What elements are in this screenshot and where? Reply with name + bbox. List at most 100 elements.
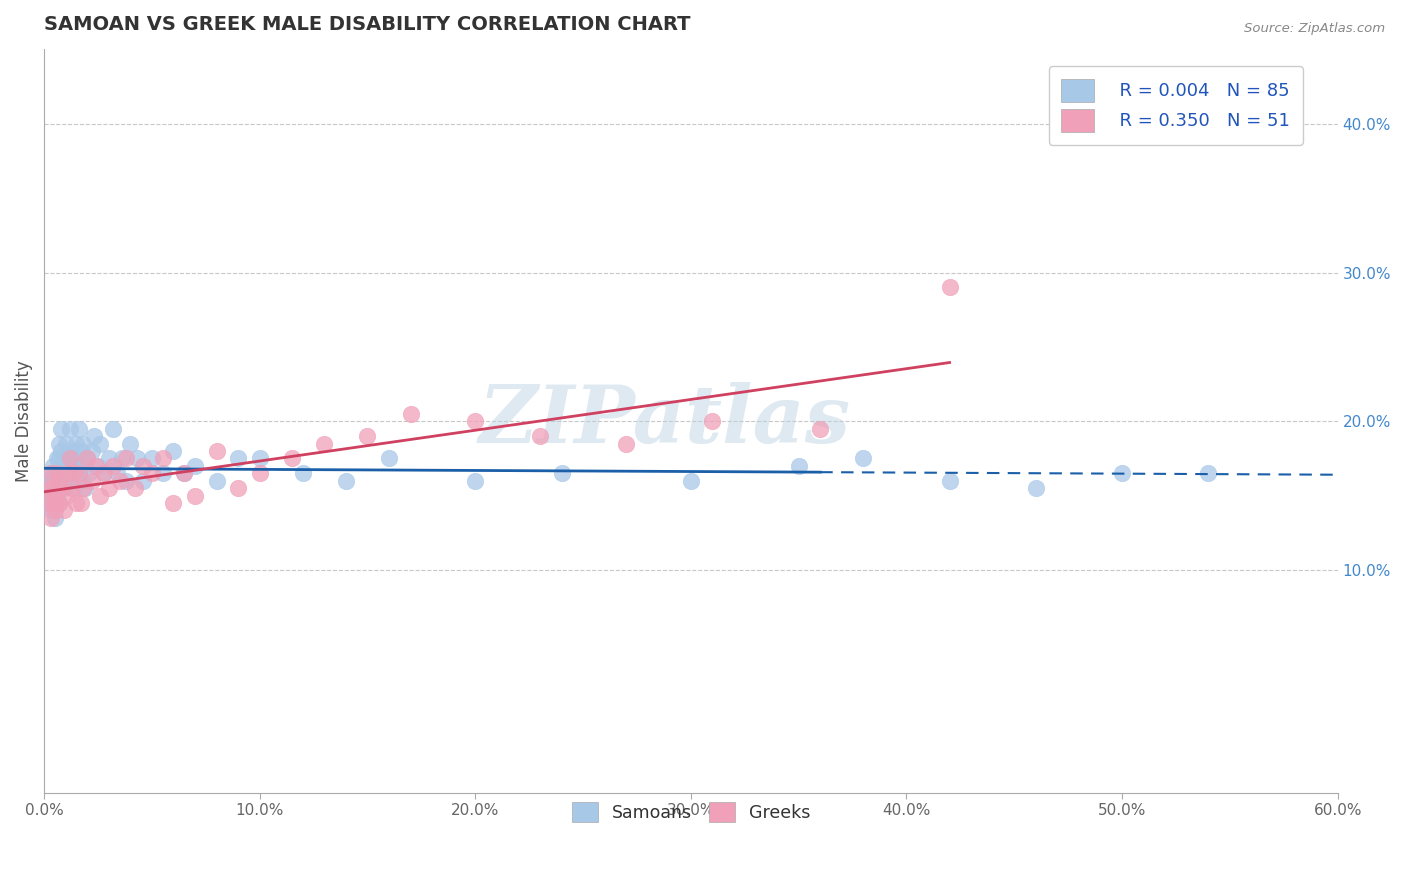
Point (42, 458, 65, 473)
Point (291, 467, 314, 481)
Point (464, 414, 486, 428)
Point (399, 407, 422, 421)
Point (529, 429, 551, 443)
Point (48, 467, 70, 481)
Point (59, 474, 82, 488)
Point (75, 481, 97, 495)
Point (37, 474, 59, 488)
Point (65, 436, 87, 450)
Point (314, 436, 336, 450)
Point (63, 481, 86, 495)
Point (335, 474, 357, 488)
Point (72, 458, 94, 473)
Point (65, 451, 87, 466)
Point (63, 444, 86, 458)
Point (59, 422, 82, 436)
Point (281, 451, 304, 466)
Point (55, 474, 77, 488)
Point (76, 451, 98, 466)
Point (93, 467, 115, 481)
Point (84, 458, 107, 473)
Point (51, 474, 73, 488)
Point (55, 489, 77, 503)
Point (162, 496, 184, 510)
Point (67, 467, 90, 481)
Point (42, 496, 65, 510)
Point (173, 467, 195, 481)
Point (93, 467, 115, 481)
Point (37, 496, 59, 510)
Point (37, 481, 59, 495)
Point (1111, 467, 1133, 481)
Point (378, 451, 401, 466)
Point (76, 451, 98, 466)
Point (184, 489, 207, 503)
Point (48, 496, 70, 510)
Point (184, 458, 207, 473)
Point (65, 496, 87, 510)
Point (124, 481, 146, 495)
Point (152, 451, 174, 466)
Point (48, 496, 70, 510)
Point (46, 467, 69, 481)
Point (60, 481, 83, 495)
Point (89, 489, 111, 503)
Point (44, 496, 66, 510)
Point (56, 451, 79, 466)
Point (162, 444, 184, 458)
Point (111, 451, 134, 466)
Point (152, 467, 174, 481)
Point (46, 451, 69, 466)
Point (938, 280, 960, 294)
Point (97, 481, 120, 495)
Point (356, 429, 378, 443)
Point (69, 444, 91, 458)
Point (48, 474, 70, 488)
Point (42, 489, 65, 503)
Point (79, 467, 101, 481)
Point (39, 503, 62, 517)
Point (51, 481, 73, 495)
Point (75, 451, 97, 466)
Point (52, 467, 75, 481)
Point (141, 467, 163, 481)
Point (249, 451, 271, 466)
Point (46, 467, 69, 481)
Point (48, 436, 70, 450)
Point (55, 451, 77, 466)
Point (52, 503, 75, 517)
Point (69, 474, 91, 488)
Point (44, 489, 66, 503)
Point (108, 474, 131, 488)
Point (120, 436, 142, 450)
Point (46, 474, 69, 488)
Point (42, 481, 65, 495)
Text: SAMOAN VS GREEK MALE DISABILITY CORRELATION CHART: SAMOAN VS GREEK MALE DISABILITY CORRELAT… (44, 15, 690, 34)
Text: Source: ZipAtlas.com: Source: ZipAtlas.com (1244, 22, 1385, 36)
Point (35, 496, 58, 510)
Point (101, 422, 124, 436)
Y-axis label: Male Disability: Male Disability (15, 360, 32, 482)
Point (614, 436, 637, 450)
Point (60, 451, 83, 466)
Point (173, 467, 195, 481)
Point (205, 444, 228, 458)
Point (51, 422, 73, 436)
Point (115, 474, 138, 488)
Point (679, 474, 702, 488)
Point (72, 436, 94, 450)
Point (87, 458, 110, 473)
Point (56, 467, 79, 481)
Point (80, 474, 103, 488)
Point (39, 511, 62, 525)
Point (115, 451, 138, 466)
Point (205, 474, 228, 488)
Point (132, 474, 155, 488)
Point (48, 451, 70, 466)
Point (42, 474, 65, 488)
Point (808, 422, 831, 436)
Point (97, 451, 120, 466)
Point (852, 451, 875, 466)
Point (59, 451, 82, 466)
Point (52, 481, 75, 495)
